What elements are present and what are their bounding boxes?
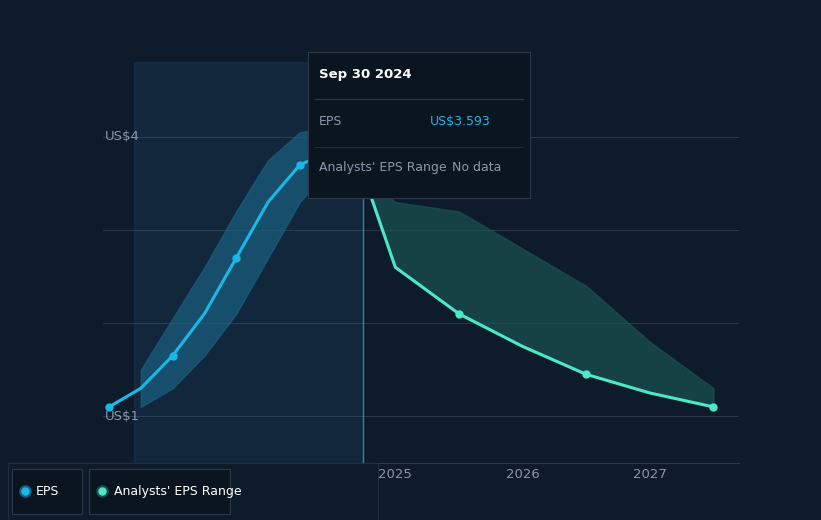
Text: US$1: US$1 [105,410,140,423]
Text: EPS: EPS [319,115,342,128]
Text: Sep 30 2024: Sep 30 2024 [319,68,411,81]
Text: Analysts' EPS Range: Analysts' EPS Range [319,161,447,174]
FancyBboxPatch shape [12,469,82,514]
Text: US$4: US$4 [105,131,140,144]
Text: US$3.593: US$3.593 [430,115,490,128]
Text: Analysts Forecasts: Analysts Forecasts [369,100,486,113]
Text: No data: No data [452,161,502,174]
Text: Analysts' EPS Range: Analysts' EPS Range [113,485,241,498]
FancyBboxPatch shape [89,469,230,514]
Text: EPS: EPS [36,485,59,498]
Bar [135,62,364,463]
Text: Actual: Actual [320,100,360,113]
